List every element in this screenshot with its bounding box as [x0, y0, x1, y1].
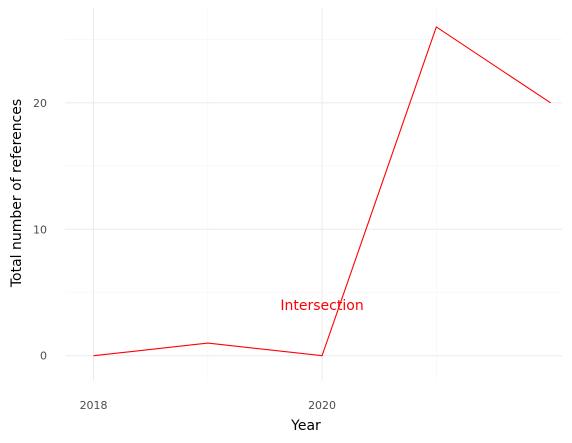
y-axis-title: Total number of references: [9, 99, 25, 288]
annotations: Intersection: [280, 298, 363, 314]
y-tick-label-20: 20: [33, 97, 47, 110]
y-tick-label-0: 0: [40, 350, 47, 363]
x-axis-title: Year: [290, 418, 321, 434]
tick-labels: 0 10 20 2018 2020: [33, 97, 336, 412]
major-gridlines: [65, 8, 562, 381]
series-line-0: [93, 26, 551, 357]
minor-gridlines: [65, 8, 562, 381]
x-tick-label-2018: 2018: [80, 399, 108, 412]
annotation-label-0: Intersection: [280, 298, 363, 314]
series-layer: [93, 26, 551, 357]
x-tick-label-2020: 2020: [308, 399, 336, 412]
y-tick-label-10: 10: [33, 223, 47, 236]
